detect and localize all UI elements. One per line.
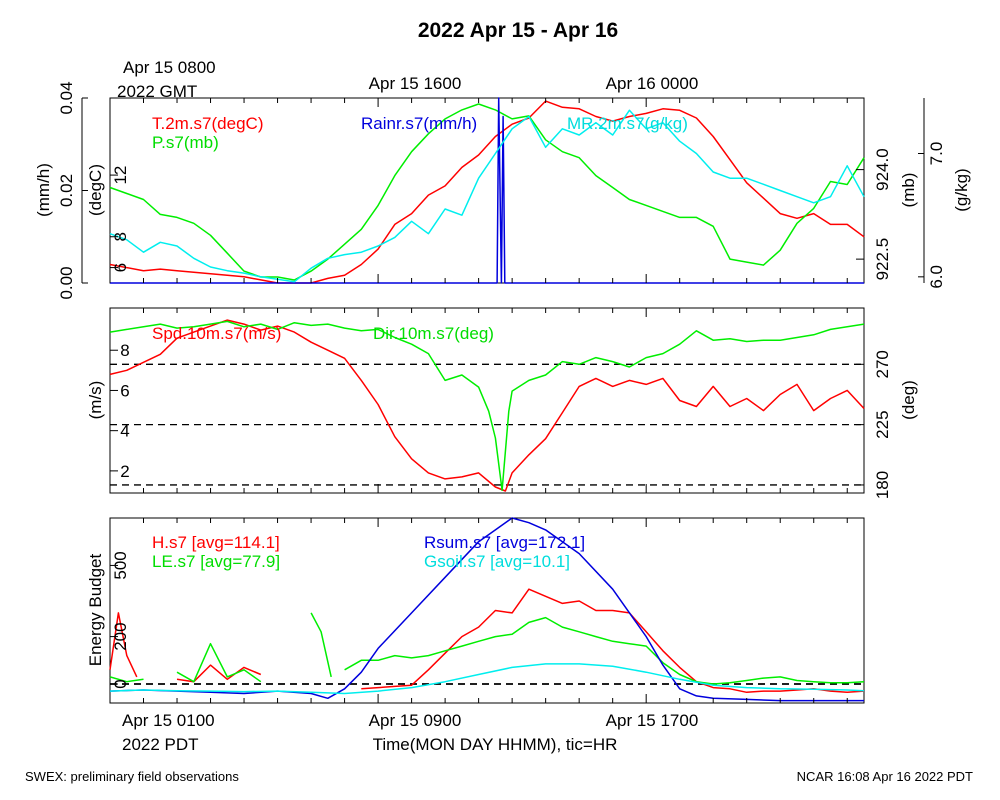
- legend-temperature: T.2m.s7(degC): [152, 114, 263, 133]
- pressure-tick-label: 922.5: [873, 238, 892, 281]
- mr-tick-label: 6.0: [927, 265, 946, 289]
- series-line-gsoil-s7-avg-10-1-0: [109, 663, 865, 695]
- energy-tick-label: 0: [111, 679, 130, 688]
- series-line-h-s7-avg-114-1-0: [109, 612, 138, 678]
- panel-top: 0.00 0.02 0.04 6 8 12 922.5 924.0 6.0 7.0 T.2m.s7…: [34, 81, 971, 299]
- ylabel-wind-direction: (deg): [899, 380, 918, 420]
- legend-rain-rate: Rainr.s7(mm/h): [361, 114, 477, 133]
- legend-mixing-ratio: MR.2m.s7(g/kg): [567, 114, 688, 133]
- panel-bottom-axes: 0 200 500: [109, 518, 848, 703]
- rain-tick-label: 0.04: [57, 81, 76, 114]
- footer-right-note: NCAR 16:08 Apr 16 2022 PDT: [797, 769, 973, 784]
- chart-title: 2022 Apr 15 - Apr 16: [418, 19, 618, 42]
- legend-wind-speed: Spd.10m.s7(m/s): [152, 324, 281, 343]
- legend-pressure: P.s7(mb): [152, 133, 219, 152]
- speed-tick-label: 2: [120, 462, 129, 481]
- series-line-h-s7-avg-114-1-2: [361, 588, 865, 694]
- panel-top-plot: [109, 97, 865, 284]
- x-tick-label-2: Apr 15 1700: [606, 711, 699, 730]
- panel-bottom-plot: [109, 517, 865, 702]
- series-line-le-s7-avg-77-9-1: [176, 642, 262, 683]
- speed-tick-label: 4: [120, 422, 129, 441]
- energy-tick-label: 500: [111, 551, 130, 579]
- mr-tick-label: 7.0: [927, 142, 946, 166]
- series-line-h-s7-avg-114-1-1: [176, 664, 262, 683]
- legend-sensible-heat: H.s7 [avg=114.1]: [152, 533, 280, 552]
- panel-middle-plot: [109, 319, 865, 492]
- series-line-le-s7-avg-77-9-0: [109, 676, 144, 683]
- series-line-p-s7-mb: [109, 103, 865, 281]
- pressure-tick-label: 924.0: [873, 148, 892, 191]
- energy-tick-label: 200: [111, 622, 130, 650]
- ylabel-pressure: (mb): [899, 173, 918, 208]
- legend-soil-heat: Gsoil.s7 [avg=10.1]: [424, 552, 570, 571]
- ylabel-rain: (mm/h): [34, 163, 53, 217]
- series-line-spd-10m-s7-m-s: [109, 319, 865, 492]
- x-start-label: Apr 15 0100: [122, 711, 215, 730]
- x-timezone-label: 2022 PDT: [122, 735, 199, 754]
- footer-left-note: SWEX: preliminary field observations: [25, 769, 239, 784]
- gmt-start-date: Apr 15 0800: [123, 58, 216, 77]
- direction-tick-label: 270: [873, 350, 892, 378]
- direction-tick-label: 180: [873, 471, 892, 499]
- ylabel-temperature: (degC): [86, 164, 105, 216]
- x-tick-label-1: Apr 15 0900: [369, 711, 462, 730]
- panel-middle-frame: [109, 307, 865, 494]
- temp-tick-label: 12: [111, 166, 130, 185]
- gmt-tick-label-2: Apr 16 0000: [606, 74, 699, 93]
- panel-bottom: 0 200 500 H.s7 [avg=114.1] LE.s7 [avg=77.9…: [86, 517, 865, 704]
- ylabel-mixing-ratio: (g/kg): [952, 168, 971, 211]
- gmt-tick-label-1: Apr 15 1600: [369, 74, 462, 93]
- series-line-le-s7-avg-77-9-2: [310, 612, 332, 678]
- direction-tick-label: 225: [873, 410, 892, 438]
- rain-tick-label: 0.02: [57, 174, 76, 207]
- series-line-mr-2m-s7-g-kg: [109, 109, 865, 283]
- x-axis-title: Time(MON DAY HHMM), tic=HR: [373, 735, 618, 754]
- speed-tick-label: 6: [120, 381, 129, 400]
- temp-tick-label: 8: [111, 232, 130, 241]
- gmt-timezone: 2022 GMT: [117, 82, 197, 101]
- temp-tick-label: 6: [111, 263, 130, 272]
- series-line-dir-10m-s7-deg: [109, 320, 865, 492]
- legend-latent-heat: LE.s7 [avg=77.9]: [152, 552, 280, 571]
- panel-bottom-frame: [109, 517, 865, 704]
- panel-top-axes: 0.00 0.02 0.04 6 8 12 922.5 924.0 6.0 7.0: [57, 81, 946, 299]
- series-line-le-s7-avg-77-9-3: [344, 616, 865, 685]
- legend-net-radiation: Rsum.s7 [avg=172.1]: [424, 533, 585, 552]
- panel-middle-axes: 2 4 6 8 180 225 270: [109, 308, 892, 499]
- panel-middle: 2 4 6 8 180 225 270 Spd.10m.s7(m/s) Dir.10m.s7…: [86, 307, 918, 499]
- speed-tick-label: 8: [120, 341, 129, 360]
- series-line-rainr-s7-mm-h: [110, 97, 864, 284]
- legend-wind-direction: Dir.10m.s7(deg): [373, 324, 494, 343]
- ylabel-wind-speed: (m/s): [86, 381, 105, 420]
- ylabel-energy-budget: Energy Budget: [86, 553, 105, 666]
- rain-tick-label: 0.00: [57, 266, 76, 299]
